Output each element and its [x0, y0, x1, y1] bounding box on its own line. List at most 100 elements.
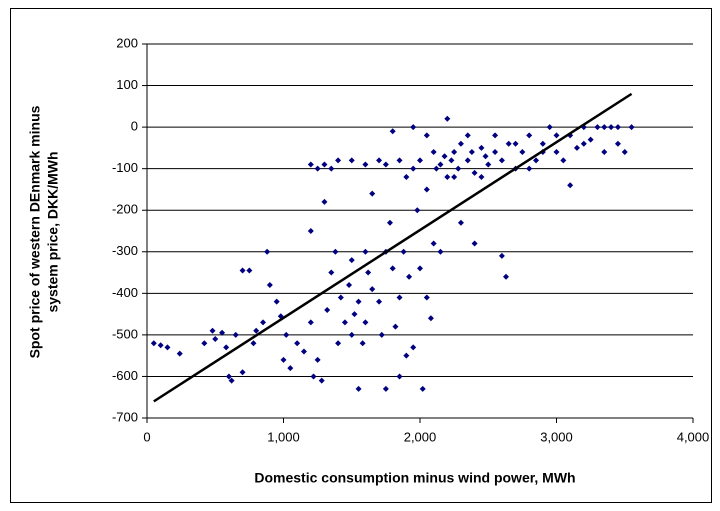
y-tick-label: -600 [112, 368, 138, 383]
point [482, 153, 489, 160]
point [498, 157, 505, 164]
point [608, 124, 615, 131]
point [546, 124, 553, 131]
point [369, 286, 376, 293]
x-axis-title: Domestic consumption minus wind power, M… [254, 470, 575, 486]
point [410, 344, 417, 351]
point [376, 157, 383, 164]
point [573, 144, 580, 151]
point [355, 298, 362, 305]
point [253, 327, 260, 334]
point [378, 331, 385, 338]
point [437, 161, 444, 168]
point [533, 157, 540, 164]
point [307, 228, 314, 234]
trend-line [153, 92, 633, 403]
point [348, 157, 355, 164]
point [228, 377, 235, 384]
point [307, 161, 314, 168]
point [201, 340, 208, 347]
point [362, 319, 369, 326]
point [451, 173, 458, 180]
point [328, 269, 335, 276]
point [485, 161, 492, 168]
point [321, 161, 328, 168]
point [341, 319, 348, 326]
point [448, 157, 455, 164]
y-tick-label: 200 [116, 35, 138, 50]
point [294, 340, 301, 347]
point [239, 267, 246, 274]
point [455, 165, 462, 172]
point [526, 132, 533, 139]
y-tick-label: -200 [112, 202, 138, 217]
point [264, 248, 271, 255]
point [410, 165, 417, 172]
point [359, 340, 366, 347]
point [365, 269, 372, 276]
y-tick-label: 100 [116, 77, 138, 92]
point [396, 373, 403, 380]
point [164, 344, 171, 351]
point [423, 294, 430, 301]
point [419, 385, 426, 392]
point [232, 331, 239, 338]
point [382, 161, 389, 168]
point [157, 342, 164, 349]
point [464, 132, 471, 139]
point [273, 298, 280, 305]
point [478, 144, 485, 151]
point [318, 377, 325, 384]
point [348, 331, 355, 338]
y-tick-label: -500 [112, 326, 138, 341]
point [314, 356, 321, 363]
point [492, 132, 499, 139]
point [417, 265, 423, 272]
point [505, 140, 512, 147]
point [594, 124, 601, 131]
x-tick-label: 0 [143, 429, 150, 444]
point [553, 149, 560, 156]
point [468, 149, 475, 156]
point [414, 207, 421, 214]
point [369, 190, 376, 197]
point [212, 336, 219, 343]
point [567, 182, 574, 189]
point [430, 149, 437, 156]
point [348, 257, 355, 264]
point [471, 240, 478, 247]
point [526, 165, 533, 172]
point [628, 124, 635, 131]
point [441, 153, 448, 160]
point [512, 140, 519, 147]
point [250, 340, 257, 347]
point [423, 186, 430, 193]
point [389, 265, 396, 272]
point [614, 124, 621, 131]
point [389, 128, 396, 135]
y-axis-title: Spot price of western DEnmark minus [27, 105, 43, 358]
y-tick-label: 0 [131, 119, 138, 134]
point [335, 340, 342, 347]
point [321, 198, 328, 205]
point [150, 340, 157, 347]
point [502, 273, 509, 280]
point [355, 385, 362, 392]
point [328, 165, 335, 172]
point [621, 149, 628, 156]
point [614, 140, 621, 147]
point [386, 219, 393, 226]
point [324, 306, 331, 313]
point [560, 157, 567, 164]
point [396, 294, 403, 301]
point [464, 157, 471, 164]
point [287, 365, 294, 372]
point [539, 140, 546, 147]
y-tick-label: -700 [112, 409, 138, 424]
y-axis-title: system price, DKK/MWh [45, 151, 61, 312]
x-tick-label: 3,000 [540, 429, 573, 444]
point [498, 252, 505, 259]
point [430, 240, 437, 247]
point [457, 219, 464, 226]
